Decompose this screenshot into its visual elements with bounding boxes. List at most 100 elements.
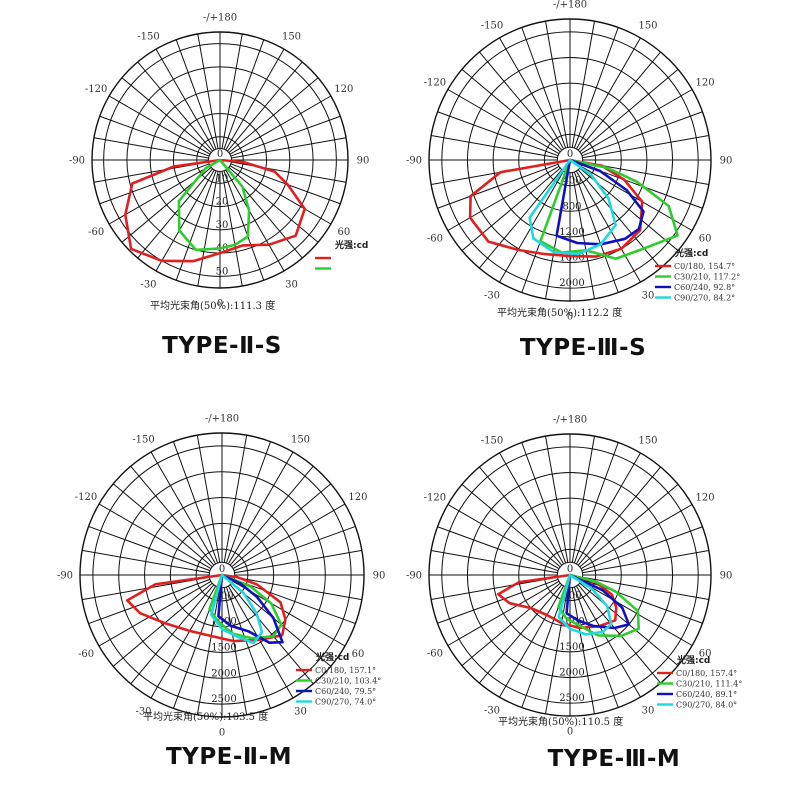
angle-label: 60 [352,649,365,660]
grid-spoke [228,167,319,243]
angle-label: 0 [217,299,223,310]
grid-spoke [82,549,210,574]
angle-label: -120 [424,78,446,89]
radial-zero-label: 0 [217,149,223,160]
grid-spoke [112,483,213,568]
grid-spoke [99,163,210,205]
grid-spoke [234,549,362,574]
angle-label: 150 [638,20,657,31]
series-curve-c0 [468,158,644,258]
angle-label: 30 [642,706,655,717]
radial-tick-label: 20 [216,197,229,208]
grid-spoke [121,77,212,153]
radial-tick-label: 10 [216,173,229,184]
radial-tick-label: 50 [216,266,229,277]
grid-spoke [150,585,217,699]
grid-spoke [581,111,703,157]
radial-tick-label: 2000 [559,668,584,679]
grid-spoke [575,37,641,150]
radial-tick-label: 2500 [559,693,584,704]
grid-spoke [227,451,294,565]
chart-title: TYPE-Ⅲ-M [548,746,681,772]
radial-tick-label: 2000 [559,278,584,289]
angle-label: -30 [484,706,500,717]
radial-tick-label: 1600 [559,253,584,264]
angle-label: -150 [481,435,503,446]
grid-spoke [461,483,561,568]
grid-spoke [573,586,619,708]
grid-spoke [108,95,211,155]
legend-label: C30/210, 117.2° [674,273,740,282]
grid-spoke [478,169,563,269]
grid-spoke [437,163,559,209]
grid-spoke [545,587,569,714]
grid-spoke [229,165,332,225]
grid-spoke [571,21,595,148]
series-curve-c0 [125,573,287,643]
chart-title: TYPE-Ⅱ-M [166,744,292,770]
grid-spoke [225,169,285,272]
grid-spoke [437,111,559,157]
grid-spoke [196,587,221,715]
angle-label: 120 [334,84,353,95]
grid-spoke [580,504,693,570]
legend-label: C0/180, 154.7° [674,262,735,271]
grid-spoke [228,77,319,153]
polar-chart-type-2-m: -/+180 150 120 90 60 30 0 -30 -60 -90 -120 -150 500 1… [57,414,385,771]
legend-title: 光强:cd [315,651,349,663]
angle-label: 150 [291,435,310,446]
angle-label: 90 [720,156,733,167]
grid-spoke [88,578,211,625]
angle-label: -120 [75,492,97,503]
angle-label: 90 [373,571,386,582]
series-curve-c30 [208,573,283,640]
angle-label: 120 [696,493,715,504]
grid-spoke [150,451,217,565]
angle-label: -/+180 [553,415,587,426]
grid-spoke [231,483,332,568]
series-curve-c30 [177,158,251,252]
radial-tick-label: 1500 [559,642,584,653]
series-curve-c60 [217,573,284,644]
radial-tick-label: 500 [214,591,233,602]
grid-spoke [229,95,332,155]
angle-label: 60 [337,227,350,238]
grid-spoke [499,452,565,565]
grid-spoke [577,51,662,151]
radial-zero-label: 0 [567,149,573,160]
grid-spoke [232,503,346,570]
grid-spoke [93,137,209,159]
legend-title: 光强:cd [334,239,368,251]
radial-tick-label: 500 [562,591,581,602]
grid-spoke [573,171,619,293]
angle-label: 0 [567,727,573,738]
radial-zero-label: 0 [567,564,573,575]
grid-spoke [137,61,213,152]
legend-label: C30/210, 103.4° [315,677,381,686]
grid-spoke [571,172,595,299]
angle-label: -60 [427,649,443,660]
grid-spoke [437,578,559,624]
grid-spoke [197,33,219,149]
angle-label: 30 [285,279,298,290]
grid-spoke [577,169,662,269]
radial-zero-label: 0 [219,564,225,575]
grid-spoke [447,504,560,570]
legend-label: C90/270, 84.2° [674,294,735,303]
grid-spoke [221,33,243,149]
grid-spoke [461,68,561,153]
legend-label: C60/240, 89.1° [676,690,737,699]
grid-spoke [223,39,265,150]
angle-label: 120 [696,78,715,89]
grid-spoke [227,61,303,152]
series-curve-c90 [557,573,613,636]
grid-spoke [233,525,356,572]
grid-spoke [461,582,561,667]
grid-spoke [112,582,213,667]
legend-label: C0/180, 157.1° [315,666,376,675]
angle-label: -90 [406,156,422,167]
grid-spoke [447,580,560,646]
series-curve-c30 [539,158,679,260]
grid-spoke [223,587,248,715]
angle-label: 90 [357,156,370,167]
